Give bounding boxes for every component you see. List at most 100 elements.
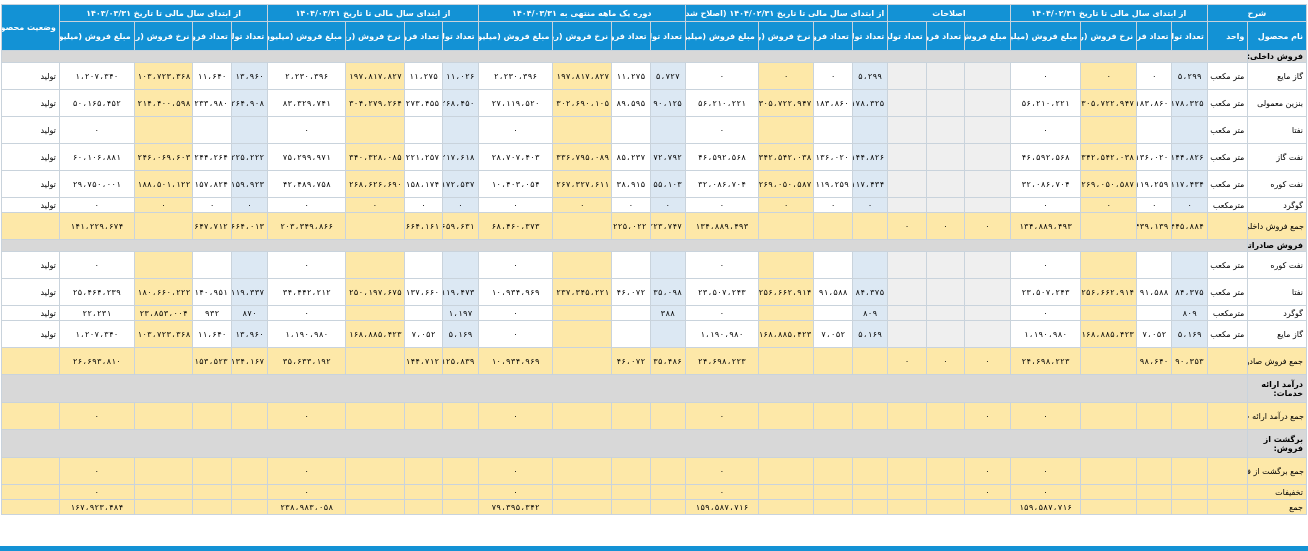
value-cell [1136,305,1173,321]
value-cell [345,402,405,430]
value-cell [1080,347,1138,375]
value-cell: ۸۹،۵۹۵ [611,89,651,117]
section-row: برگشت از فروش: [0,429,1307,458]
section-title: فروش داخلی: [1247,50,1307,63]
header-period-prior-year: از ابتدای سال مالی تا تاریخ ۱۴۰۳/۰۳/۳۱ [58,4,269,22]
value-cell: ۰ [1009,457,1082,485]
value-cell [403,484,444,500]
status-cell: تولید [1,170,60,198]
value-cell: ۴۶،۰۷۲ [611,347,651,375]
value-cell [1171,116,1208,144]
value-cell: ۲۳۸،۹۸۳،۰۵۸ [267,499,347,515]
value-cell: ۰ [1009,116,1082,144]
table-row: نفت کوره متر مکعب ۱۱۷،۴۳۴ ۱۱۹،۲۵۹ ۲۶۹،۰۵۰،۵۸… [1,170,1307,198]
value-cell [611,484,651,500]
value-cell: ۱۳۶،۰۲۰ [813,143,853,171]
value-cell: ۹۱،۵۸۸ [1136,278,1173,306]
subheader-rate: نرخ فروش (ریال) [133,21,194,51]
value-cell: ۰ [887,212,927,240]
value-cell: ۴۶،۰۷۲ [611,278,651,306]
subheader-qty-sale: تعداد فروش [813,21,853,51]
subheader-rate: نرخ فروش (ریال) [552,21,613,51]
value-cell: ۰ [267,402,347,430]
value-cell: ۰ [684,402,759,430]
value-cell [1171,484,1208,500]
value-cell: ۱۴۴،۸۲۶ [1171,143,1208,171]
value-cell [230,499,269,515]
value-cell [964,251,1011,279]
table-row: گاز مایع متر مکعب ۵،۲۹۹ ۰ ۰ ۰ ۵،۲۹۹ ۰ ۰ ۰ ۵،۷۲۷ ۱۱،… [1,62,1307,90]
value-cell: ۰ [684,116,759,144]
value-cell: ۰ [267,251,347,279]
value-cell: ۱۱۹،۴۷۳ [442,278,479,306]
value-cell: ۲۴،۶۹۸،۲۲۳ [1009,347,1082,375]
value-cell [851,457,889,485]
value-cell: ۲۵۶،۶۶۲،۹۱۴ [757,278,815,306]
status-cell [1,347,60,375]
value-cell: ۰ [345,197,405,213]
value-cell [757,484,815,500]
product-name-cell: گاز مایع [1247,320,1307,348]
unit-cell: متر مکعب [1206,320,1249,348]
section-filler [0,429,1249,458]
value-cell: ۸۴،۳۷۵ [851,278,889,306]
value-cell [192,484,232,500]
value-cell [552,402,613,430]
value-cell: ۵،۱۶۹ [1171,320,1208,348]
value-cell [964,197,1011,213]
value-cell: ۰ [887,347,927,375]
value-cell [757,347,815,375]
total-row: جمع ۱۵۹،۵۸۷،۷۱۶ ۱۵۹،۵۸۷،۷۱۶ ۷۹،۳۹۵،۳۴۲ ۲۳۸،۹… [1,499,1307,515]
value-cell: ۰ [58,251,135,279]
value-cell [649,402,686,430]
unit-cell [1206,484,1249,500]
value-cell: ۷۵،۲۹۹،۹۷۱ [267,143,347,171]
value-cell [611,116,651,144]
value-cell: ۵۶،۲۱۰،۲۲۱ [684,89,759,117]
value-cell: ۱۱،۲۷۵ [611,62,651,90]
value-cell: ۱۳،۹۶۰ [230,320,269,348]
value-cell [887,116,927,144]
value-cell: ۲۶۸،۶۲۶،۶۹۰ [345,170,405,198]
value-cell [1136,484,1173,500]
value-cell [925,251,966,279]
value-cell [1171,499,1208,515]
value-cell: ۰ [477,251,554,279]
value-cell [133,212,194,240]
header-status: وضعیت محصول-واحد [1,4,60,51]
value-cell [925,62,966,90]
value-cell: ۲،۲۳۰،۳۹۶ [477,62,554,90]
value-cell: ۰ [925,347,966,375]
section-row: فروش صادراتی: [0,239,1307,252]
value-cell: ۴۶،۵۹۲،۵۶۸ [684,143,759,171]
status-cell [1,499,60,515]
status-cell: تولید [1,320,60,348]
product-name-cell: جمع برگشت از فروش [1247,457,1307,485]
value-cell: ۰ [267,116,347,144]
value-cell: ۱۸۸،۵۰۱،۱۲۲ [133,170,194,198]
value-cell: ۲۶۴،۹۰۸ [230,89,269,117]
value-cell: ۲۴،۶۹۸،۲۲۳ [684,347,759,375]
value-cell: ۰ [964,212,1011,240]
value-cell: ۰ [477,402,554,430]
header-period-1: از ابتدای سال مالی تا تاریخ ۱۴۰۴/۰۲/۳۱ [1009,4,1208,22]
value-cell: ۱۹۷،۸۱۷،۸۲۷ [345,62,405,90]
value-cell: ۰ [477,305,554,321]
value-cell: ۳۵،۴۸۶ [649,347,686,375]
unit-cell [1206,457,1249,485]
product-name-cell: نفت کوره [1247,251,1307,279]
subheader-qty-sale: تعداد فروش [192,21,232,51]
subheader-rate: نرخ فروش (ریال) [1080,21,1138,51]
value-cell [403,251,444,279]
product-name-cell: گوگرد [1247,305,1307,321]
value-cell [192,116,232,144]
value-cell [345,212,405,240]
unit-cell: متر مکعب [1206,251,1249,279]
status-cell: تولید [1,197,60,213]
value-cell: ۱،۱۹۰،۹۸۰ [684,320,759,348]
sales-table: شرح از ابتدای سال مالی تا تاریخ ۱۴۰۴/۰۲/… [0,4,1308,515]
subheader-qty-prod: تعداد تولید [442,21,479,51]
total-row: جمع برگشت از فروش۰۰۰۰۰۰ [1,457,1307,485]
value-cell: ۰ [1136,197,1173,213]
